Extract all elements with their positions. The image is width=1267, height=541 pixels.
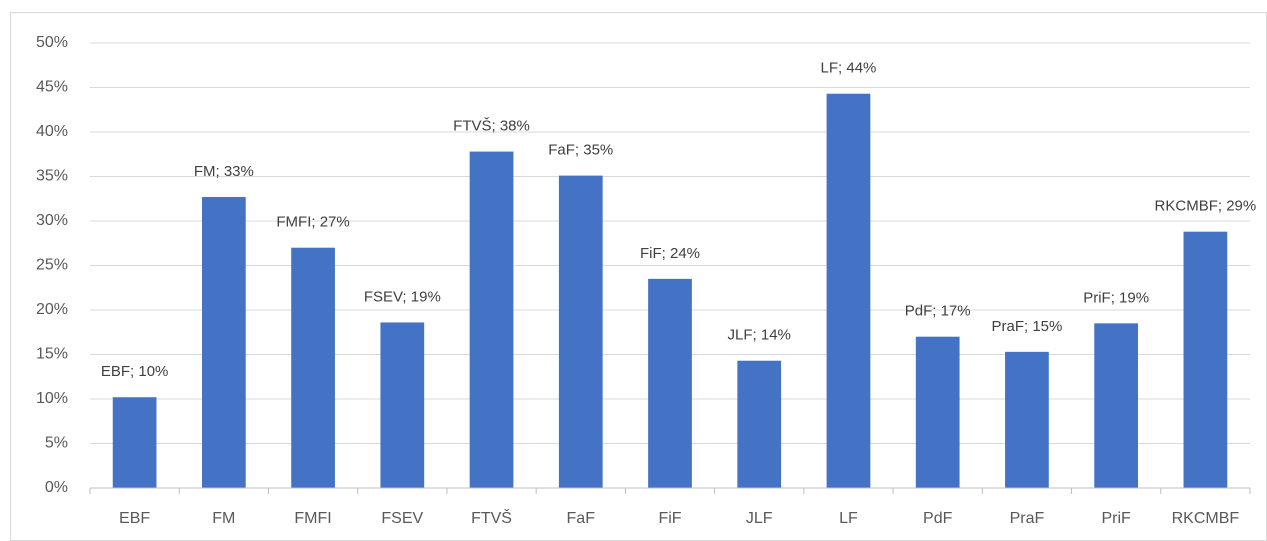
bar (380, 322, 425, 488)
chart-border (10, 12, 1267, 541)
data-label: RKCMBF; 29% (1155, 198, 1257, 215)
x-tick-label: EBF (119, 510, 150, 527)
y-tick-label: 40% (36, 123, 68, 140)
bar (648, 278, 692, 488)
bar (201, 196, 246, 488)
bar (737, 360, 782, 488)
y-tick-label: 20% (36, 301, 68, 318)
y-tick-label: 45% (36, 79, 68, 96)
x-tick-label: RKCMBF (1172, 510, 1240, 527)
bar (1094, 323, 1139, 488)
x-tick-label: FaF (567, 510, 596, 527)
data-label: LF; 44% (821, 60, 877, 77)
bar (826, 93, 871, 488)
x-tick-label: FMFI (294, 510, 331, 527)
y-tick-label: 10% (36, 390, 68, 407)
bar (112, 397, 157, 488)
bar (915, 336, 960, 488)
data-label: FSEV; 19% (364, 288, 441, 305)
y-tick-label: 15% (36, 346, 68, 363)
x-tick-label: PdF (923, 510, 953, 527)
x-tick-label: FM (212, 510, 235, 527)
data-label: PraF; 15% (991, 318, 1062, 335)
x-tick-label: JLF (746, 510, 773, 527)
y-tick-label: 25% (36, 257, 68, 274)
bar (291, 247, 335, 488)
x-tick-label: FSEV (381, 510, 423, 527)
x-tick-label: FiF (658, 510, 681, 527)
y-tick-label: 0% (45, 479, 68, 496)
data-label: PriF; 19% (1083, 289, 1149, 306)
y-tick-label: 5% (45, 435, 68, 452)
x-tick-label: PriF (1101, 510, 1131, 527)
data-label: JLF; 14% (728, 327, 791, 344)
data-label: FMFI; 27% (276, 214, 349, 231)
data-label: FM; 33% (194, 163, 254, 180)
y-tick-label: 30% (36, 212, 68, 229)
data-label: FaF; 35% (548, 142, 613, 159)
data-label: EBF; 10% (101, 363, 169, 380)
y-tick-label: 50% (36, 34, 68, 51)
x-tick-label: FTVŠ (471, 508, 512, 527)
bar (1005, 351, 1049, 488)
bar (1183, 231, 1228, 488)
x-tick-label: PraF (1010, 510, 1045, 527)
data-label: FiF; 24% (640, 245, 700, 262)
bar (469, 151, 514, 488)
y-tick-label: 35% (36, 168, 68, 185)
data-label: PdF; 17% (905, 303, 971, 320)
data-label: FTVŠ; 38% (453, 118, 530, 135)
x-tick-label: LF (839, 510, 858, 527)
bar (558, 175, 603, 489)
